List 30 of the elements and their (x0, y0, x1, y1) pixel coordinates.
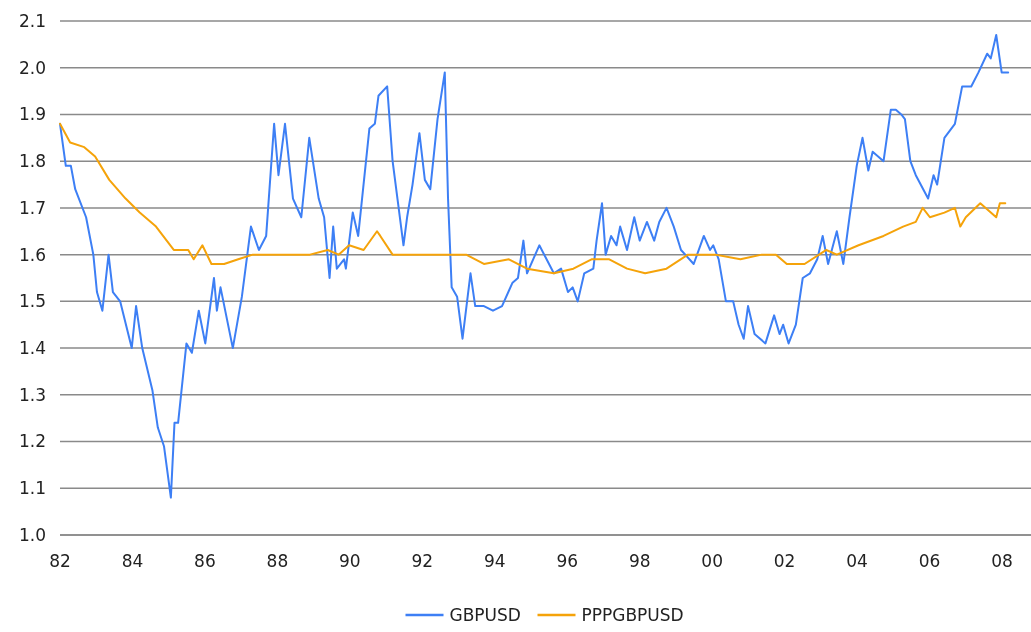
x-tick-label: 98 (628, 551, 651, 571)
line-series (59, 34, 1010, 499)
x-tick-label: 92 (411, 551, 434, 571)
y-tick-label: 2.1 (18, 10, 46, 31)
legend-label: GBPUSD (449, 604, 521, 625)
x-tick-label: 88 (266, 551, 289, 571)
x-tick-label: 04 (846, 551, 868, 571)
x-tick-label: 02 (773, 551, 796, 571)
x-tick-label: 84 (121, 551, 144, 571)
x-tick-label: 90 (339, 551, 361, 571)
x-tick-label: 08 (991, 551, 1013, 571)
x-tick-label: 82 (49, 551, 71, 571)
x-tick-label: 94 (483, 551, 506, 571)
x-tick-label: 06 (918, 551, 941, 571)
x-tick-label: 96 (556, 551, 579, 571)
y-tick-label: 1.7 (18, 197, 46, 218)
y-tick-label: 1.5 (18, 291, 46, 312)
line-series (59, 122, 1007, 275)
y-tick-label: 1.2 (18, 431, 46, 452)
legend-label: PPPGBPUSD (581, 604, 684, 625)
y-tick-label: 1.0 (18, 524, 46, 545)
y-tick-label: 1.1 (18, 478, 46, 499)
y-tick-label: 1.8 (18, 151, 46, 172)
y-tick-label: 2.0 (18, 57, 46, 78)
y-tick-label: 1.4 (18, 338, 46, 359)
y-tick-label: 1.6 (18, 244, 46, 265)
x-tick-label: 00 (701, 551, 723, 571)
y-tick-label: 1.3 (18, 384, 46, 405)
y-tick-label: 1.9 (18, 104, 46, 125)
x-tick-label: 86 (194, 551, 216, 571)
